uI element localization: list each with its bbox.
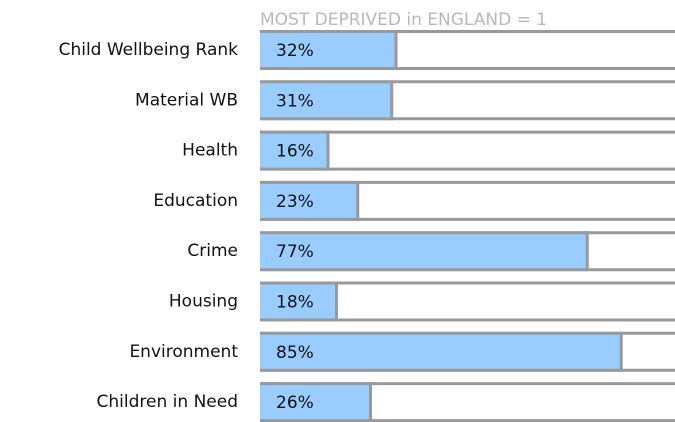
value-label: 23% (276, 192, 314, 212)
bar (260, 130, 328, 171)
category-label: Health (182, 141, 238, 161)
category-label: Education (153, 191, 238, 211)
bar (260, 281, 337, 322)
value-label: 26% (276, 393, 314, 413)
value-label: 16% (276, 142, 314, 162)
value-label: 32% (276, 41, 314, 61)
category-label: Crime (187, 241, 238, 261)
bar (260, 80, 392, 121)
chart-title: MOST DEPRIVED in ENGLAND = 1 (260, 10, 547, 30)
bar (260, 331, 622, 372)
bar (260, 382, 371, 422)
bar (260, 231, 588, 272)
bar (260, 30, 396, 70)
value-label: 77% (276, 242, 314, 262)
category-label: Material WB (135, 90, 238, 110)
value-label: 85% (276, 343, 314, 363)
category-label: Children in Need (97, 392, 238, 412)
category-label: Child Wellbeing Rank (59, 40, 239, 60)
bar (260, 180, 358, 221)
value-label: 31% (276, 91, 314, 111)
value-label: 18% (276, 293, 314, 313)
category-label: Housing (169, 292, 238, 312)
category-label: Environment (129, 342, 238, 362)
